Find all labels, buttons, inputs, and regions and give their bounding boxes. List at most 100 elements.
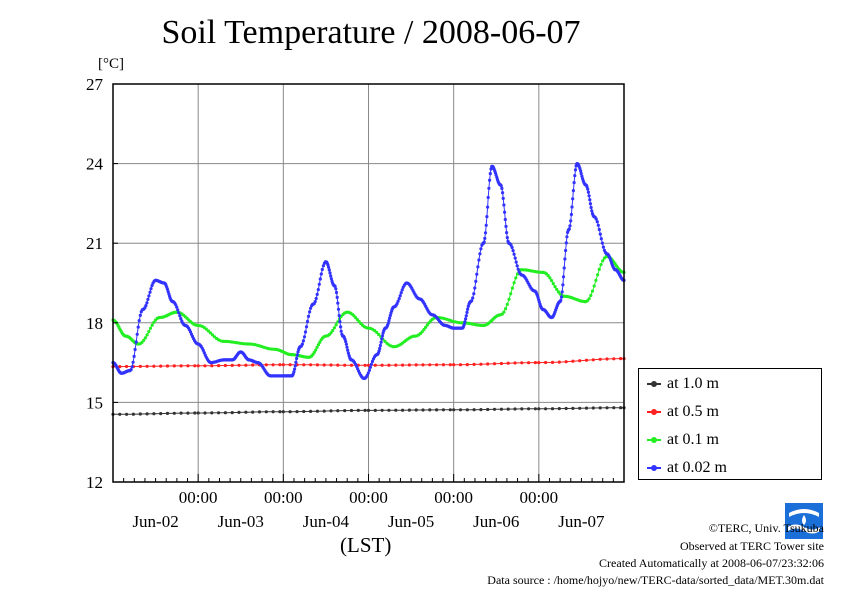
series-3-marker-564 (561, 275, 566, 279)
series-3-marker-253 (317, 282, 321, 286)
series-1-marker-49 (435, 363, 439, 367)
series-3-marker-460 (485, 215, 489, 219)
series-3-marker-604 (588, 198, 592, 202)
series-1-marker-76 (612, 357, 616, 361)
series-1-marker-54 (465, 363, 469, 367)
series-0-marker-67 (550, 407, 555, 411)
series-3-marker-28 (130, 365, 134, 369)
series-2-marker-200 (422, 328, 426, 332)
series-0-marker-8 (165, 411, 170, 415)
series-3-marker-227 (294, 360, 298, 364)
series-3-marker-243 (308, 310, 312, 314)
series-3-marker-461 (486, 205, 490, 209)
series-3-marker-82 (175, 305, 179, 309)
series-0-marker-3 (131, 412, 135, 416)
series-0-marker-68 (557, 407, 561, 411)
series-3-marker-244 (309, 306, 313, 310)
series-3-marker-459 (484, 223, 488, 227)
series-0-marker-34 (336, 409, 340, 413)
series-2-marker-303 (590, 289, 595, 293)
series-0-marker-42 (387, 408, 391, 412)
series-3-marker-237 (301, 339, 305, 343)
series-1-marker-15 (210, 364, 214, 368)
x-date-label-4: Jun-06 (473, 512, 519, 531)
series-1-marker-25 (278, 363, 282, 367)
series-1-marker-43 (394, 363, 398, 367)
series-0-marker-46 (414, 408, 418, 412)
series-1-marker-65 (537, 361, 541, 365)
series-3-marker-86 (179, 317, 183, 321)
series-0-marker-44 (401, 408, 405, 412)
series-2-marker-279 (551, 282, 555, 286)
series-3-marker-498 (511, 249, 515, 253)
series-0-marker-19 (237, 410, 241, 414)
series-3-marker-448 (475, 272, 479, 276)
series-0-marker-77 (619, 406, 623, 410)
series-2-marker-146 (329, 331, 333, 335)
series-2-marker-69 (204, 327, 208, 331)
credit-source: Data source : /home/hojyo/new/TERC-data/… (487, 573, 824, 587)
x-time-label-3: 00:00 (434, 488, 473, 507)
series-0-marker-17 (223, 411, 227, 415)
series-3-marker-46 (148, 290, 152, 294)
series-3-marker-589 (578, 166, 582, 171)
series-3-marker-443 (470, 299, 474, 303)
legend-label-0-1m: at 0.1 m (667, 431, 719, 448)
series-1-marker-6 (152, 364, 156, 368)
series-1-marker-45 (407, 363, 411, 367)
series-1-marker-1 (118, 365, 122, 369)
series-1-marker-4 (138, 364, 142, 368)
credit-observed: Observed at TERC Tower site (679, 539, 824, 553)
series-3-marker-449 (476, 265, 480, 269)
series-3-marker-464 (488, 178, 492, 182)
series-1-marker-46 (414, 363, 418, 367)
series-0-marker-70 (571, 406, 575, 410)
series-3-marker-293 (346, 348, 350, 352)
series-2-marker-148 (332, 326, 336, 330)
series-3-marker-567 (564, 248, 568, 253)
series-2-marker-253 (509, 292, 513, 296)
series-0-marker-71 (578, 406, 582, 410)
series-3-marker-279 (336, 307, 341, 311)
series-3-marker-458 (483, 231, 488, 235)
series-1-marker-57 (486, 362, 490, 366)
legend-swatch-0-1m (647, 437, 661, 443)
series-1-marker-19 (237, 363, 241, 367)
series-1-marker-66 (544, 360, 548, 365)
series-3-marker-592 (580, 174, 584, 178)
series-2-marker-31 (145, 333, 149, 337)
series-3-marker-277 (335, 295, 339, 299)
series-2-marker-199 (420, 330, 424, 334)
y-tick-label-3: 21 (86, 234, 103, 253)
series-0-marker-43 (394, 408, 398, 412)
series-3-marker-282 (339, 325, 343, 329)
terc-logo (785, 503, 823, 539)
series-2-marker-276 (546, 274, 550, 278)
series-3-marker-331 (379, 340, 383, 344)
series-0-marker-63 (527, 407, 531, 411)
series-3-marker-444 (471, 296, 475, 300)
series-3-marker-320 (370, 359, 374, 364)
series-3-marker-225 (293, 367, 297, 371)
series-3-marker-30 (132, 354, 136, 358)
series-3-marker-110 (202, 351, 206, 355)
series-0-marker-6 (152, 412, 156, 416)
series-1-marker-41 (380, 363, 384, 367)
series-3-marker-228 (295, 356, 299, 361)
series-3-marker-497 (510, 245, 514, 250)
series-3-marker-35 (137, 319, 141, 323)
series-1-marker-44 (401, 363, 405, 367)
series-0-marker-35 (343, 409, 347, 413)
series-2-marker-201 (424, 325, 428, 329)
series-1-marker-38 (363, 363, 367, 367)
series-2-marker-173 (375, 330, 379, 334)
series-1-marker-50 (441, 363, 445, 367)
series-0-marker-2 (125, 412, 129, 416)
series-0-marker-26 (281, 410, 285, 414)
series-0-marker-62 (520, 407, 524, 411)
series-1-marker-12 (193, 364, 197, 368)
series-0-marker-11 (186, 411, 190, 415)
series-2-marker-250 (504, 307, 508, 311)
series-0-marker-15 (210, 411, 214, 415)
